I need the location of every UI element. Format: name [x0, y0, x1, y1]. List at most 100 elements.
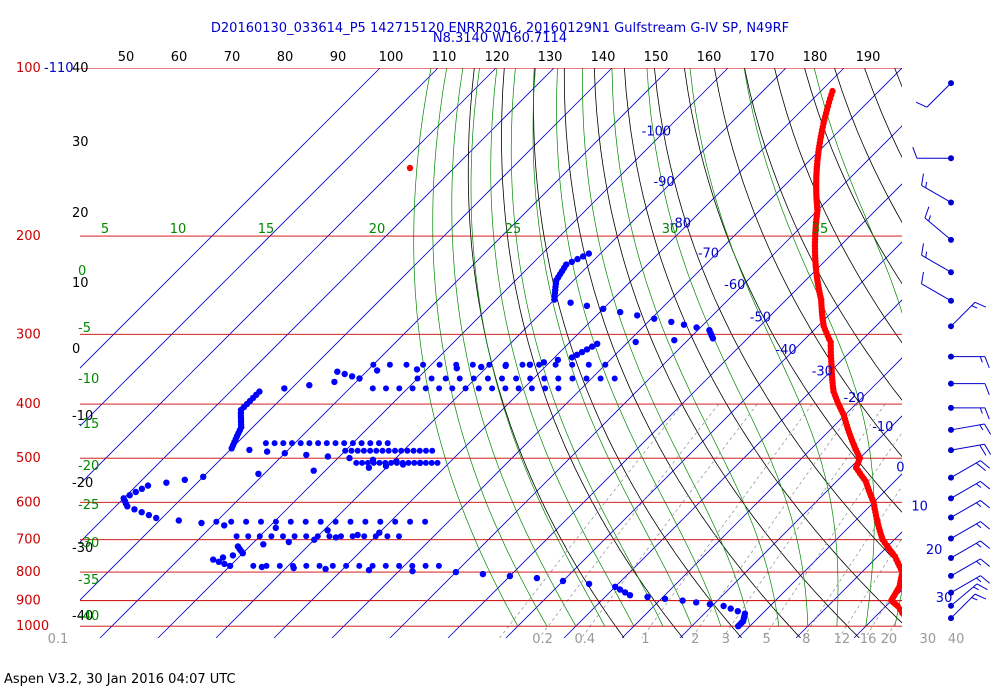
dewpoint-scatter-point	[422, 385, 429, 392]
dewpoint-point	[594, 340, 601, 347]
top-axis-tick-label: 150	[644, 50, 669, 65]
dewpoint-point	[634, 312, 641, 319]
dewpoint-scatter-point	[462, 385, 469, 392]
dewpoint-scatter-point	[396, 562, 403, 569]
dewpoint-scatter-point	[243, 518, 250, 525]
dewpoint-point	[621, 589, 629, 596]
dewpoint-point	[145, 511, 153, 519]
wind-barb-staff	[950, 301, 976, 327]
dewpoint-scatter-point	[343, 562, 350, 569]
dewpoint-point	[226, 562, 234, 570]
wind-barb-staff	[921, 185, 952, 203]
dewpoint-scatter-point	[383, 385, 389, 392]
dewpoint-scatter-point	[316, 562, 323, 569]
dewpoint-point	[285, 538, 292, 546]
mixing-ratio-line	[499, 403, 683, 638]
pressure-tick-label: 500	[16, 451, 41, 466]
top-axis-tick-label: 100	[379, 50, 404, 65]
dewpoint-point	[331, 378, 338, 386]
isotherm-label: -30	[812, 365, 833, 380]
dewpoint-point	[181, 476, 188, 483]
dry-adiabat-line	[834, 68, 902, 224]
dewpoint-scatter-point	[373, 447, 380, 454]
dewpoint-scatter-point	[256, 533, 263, 540]
mixing-ratio-label: 0.4	[575, 632, 596, 647]
dry-adiabat-line	[563, 68, 801, 638]
dewpoint-scatter-point	[291, 533, 298, 540]
moist-top-label: 20	[369, 222, 386, 237]
mixing-ratio-label: 20	[881, 632, 898, 647]
isotherm-label: -20	[843, 391, 864, 406]
moist-adiabat-line	[432, 68, 548, 627]
dewpoint-scatter-point	[287, 518, 294, 525]
top-axis-tick-label: 140	[591, 50, 616, 65]
isotherm-label: -70	[698, 247, 719, 262]
pressure-tick-label: 100	[16, 61, 41, 76]
dewpoint-point	[365, 566, 373, 574]
dewpoint-scatter-point	[356, 562, 363, 569]
dewpoint-scatter-point	[399, 459, 406, 466]
dewpoint-point	[693, 324, 700, 331]
dewpoint-point	[132, 488, 139, 496]
dry-adiabat-label: 10	[72, 276, 89, 291]
dewpoint-scatter-point	[536, 361, 543, 368]
dewpoint-point	[348, 373, 356, 380]
dry-adiabat-label: -40	[72, 609, 93, 624]
dewpoint-point	[526, 361, 534, 368]
wind-barb-flag	[921, 173, 924, 186]
dewpoint-point	[567, 299, 574, 306]
isotherm-line	[80, 68, 381, 369]
dewpoint-scatter-point	[361, 533, 368, 540]
dewpoint-scatter-point	[271, 440, 278, 447]
dewpoint-scatter-point	[583, 375, 590, 382]
dewpoint-scatter-point	[422, 562, 429, 569]
dewpoint-scatter-point	[289, 440, 295, 447]
dewpoint-point	[215, 558, 222, 565]
dewpoint-scatter-point	[297, 440, 304, 447]
dewpoint-point	[626, 592, 634, 599]
dewpoint-scatter-point	[611, 375, 618, 382]
mixing-ratio-line	[954, 404, 1000, 638]
dewpoint-point	[574, 255, 581, 263]
dewpoint-scatter-point	[353, 459, 360, 466]
top-axis-tick-label: 90	[330, 50, 347, 65]
dewpoint-scatter-point	[276, 562, 283, 569]
wind-barb-staff	[950, 583, 978, 607]
wind-barb-flag	[976, 502, 982, 508]
dewpoint-point	[452, 568, 460, 576]
mixing-ratio-label: 0.2	[532, 632, 553, 647]
temperature-point	[899, 609, 902, 617]
wind-barb-staff	[950, 500, 981, 518]
dewpoint-scatter-point	[602, 361, 609, 368]
temperature-outlier-point	[406, 164, 414, 172]
isotherm-label: -40	[775, 343, 796, 358]
moist-adiabat-line	[646, 68, 809, 627]
mixing-ratio-line	[581, 403, 758, 638]
mixing-ratio-line	[802, 485, 902, 638]
dewpoint-scatter-point	[280, 533, 286, 540]
dewpoint-point	[272, 524, 279, 532]
isotherm-line	[80, 68, 555, 543]
moist-top-label: 35	[812, 222, 829, 237]
wind-barb-flag	[984, 423, 992, 435]
dewpoint-point	[478, 363, 485, 371]
dewpoint-point	[573, 351, 581, 358]
dewpoint-scatter-point	[314, 533, 321, 540]
dewpoint-point	[720, 602, 727, 610]
isotherm-line	[331, 68, 902, 638]
moist-adiabat-label: -5	[78, 321, 91, 336]
dewpoint-point	[260, 541, 267, 548]
temperature-point	[903, 623, 909, 629]
dewpoint-point	[413, 366, 421, 373]
wind-barb-staff	[921, 283, 952, 302]
dewpoint-point	[579, 253, 587, 260]
mixing-ratio-label: 1	[641, 632, 649, 647]
isotherm-label: 10	[911, 499, 928, 514]
dewpoint-point	[356, 375, 363, 382]
moist-adiabat-label: -20	[78, 459, 99, 474]
wind-barb-flag	[980, 558, 991, 567]
moist-adiabat-line	[510, 68, 664, 627]
wind-barb-flag	[984, 407, 990, 420]
wind-barb-flag	[974, 301, 987, 308]
dewpoint-scatter-point	[541, 375, 548, 382]
